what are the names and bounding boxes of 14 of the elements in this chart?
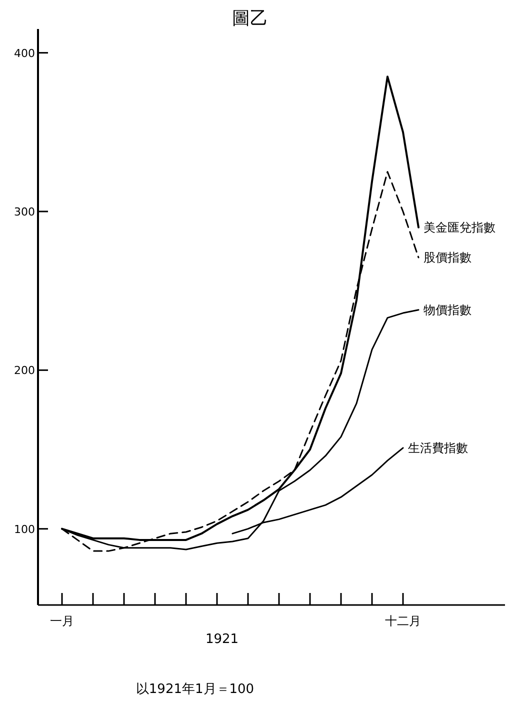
line-series	[232, 447, 404, 534]
y-tick-label: 100	[14, 522, 35, 536]
series-label: 物價指數	[424, 302, 472, 317]
series-label: 生活費指數	[408, 440, 468, 455]
x-axis-title: 1921	[205, 632, 239, 647]
y-tick-label: 400	[14, 46, 35, 60]
x-tick-label: 十二月	[385, 614, 421, 628]
y-tick-label: 200	[14, 364, 35, 378]
text: 以1921年1月＝100	[136, 682, 254, 697]
chart-title: 圖乙	[232, 8, 268, 29]
y-tick-label: 300	[14, 205, 35, 218]
series-label: 股價指數	[424, 250, 472, 264]
x-tick-label: 一月	[50, 614, 74, 628]
series-label: 美金匯兌指數	[424, 220, 496, 234]
